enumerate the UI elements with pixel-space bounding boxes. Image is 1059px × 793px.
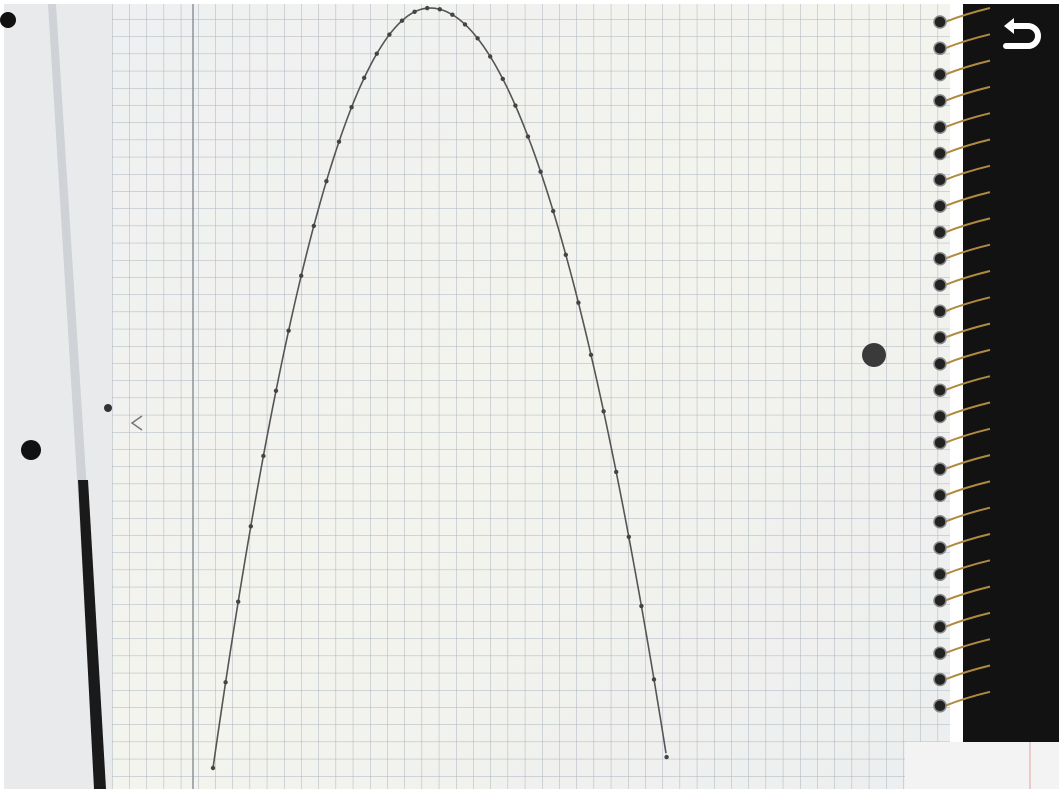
plotted-point	[576, 301, 580, 305]
ring-hole	[934, 700, 946, 712]
plotted-point	[261, 454, 265, 458]
plotted-point	[274, 389, 278, 393]
plotted-point	[438, 7, 442, 11]
plotted-point	[236, 600, 240, 604]
ring-hole	[934, 674, 946, 686]
dark-background	[963, 4, 1059, 742]
ring-hole	[934, 42, 946, 54]
plotted-point	[488, 54, 492, 58]
plotted-point	[463, 22, 467, 26]
plotted-point	[387, 32, 391, 36]
plotted-point	[564, 253, 568, 257]
ring-hole	[934, 69, 946, 81]
ring-hole	[934, 253, 946, 265]
ring-hole	[934, 437, 946, 449]
ring-hole	[934, 174, 946, 186]
ring-hole	[934, 516, 946, 528]
ring-hole	[934, 305, 946, 317]
ring-hole	[934, 568, 946, 580]
ring-hole	[934, 226, 946, 238]
ring-hole	[934, 384, 946, 396]
ring-hole	[934, 647, 946, 659]
plotted-point	[324, 179, 328, 183]
plotted-point	[286, 328, 290, 332]
ring-hole	[934, 332, 946, 344]
plotted-point	[538, 169, 542, 173]
plotted-point	[589, 353, 593, 357]
plotted-point	[513, 103, 517, 107]
plotted-point	[652, 677, 656, 681]
ring-hole	[934, 489, 946, 501]
binder-hole	[21, 440, 41, 460]
plotted-point	[312, 224, 316, 228]
ring-hole	[934, 463, 946, 475]
undo-button[interactable]	[998, 12, 1046, 60]
plotted-point	[601, 409, 605, 413]
plotted-point	[425, 6, 429, 10]
plotted-point	[375, 51, 379, 55]
ring-hole	[934, 279, 946, 291]
plotted-point	[223, 680, 227, 684]
plotted-point	[299, 274, 303, 278]
camera-view	[0, 0, 1059, 793]
ring-hole	[934, 121, 946, 133]
plotted-point	[475, 36, 479, 40]
plotted-point	[664, 755, 668, 759]
ring-hole	[934, 16, 946, 28]
plotted-point	[627, 535, 631, 539]
plotted-point	[614, 470, 618, 474]
ring-hole	[934, 95, 946, 107]
plotted-point	[362, 76, 366, 80]
binder-hole	[0, 12, 16, 28]
binder-hole	[104, 404, 112, 412]
plotted-point	[349, 105, 353, 109]
plotted-point	[412, 10, 416, 14]
ring-hole	[934, 358, 946, 370]
paper-grid	[112, 4, 950, 789]
plotted-point	[249, 524, 253, 528]
notebook-photo	[0, 0, 1059, 793]
plotted-point	[639, 604, 643, 608]
ring-hole	[934, 621, 946, 633]
plotted-point	[501, 77, 505, 81]
plotted-point	[337, 139, 341, 143]
plotted-point	[526, 134, 530, 138]
paper-corner	[905, 742, 1059, 789]
plotted-point	[211, 766, 215, 770]
plotted-point	[450, 13, 454, 17]
plotted-point	[551, 209, 555, 213]
ring-hole	[934, 595, 946, 607]
ring-hole	[934, 411, 946, 423]
plotted-point	[400, 18, 404, 22]
ring-hole	[934, 200, 946, 212]
ring-hole	[934, 542, 946, 554]
ring-hole	[934, 148, 946, 160]
punch-hole	[862, 343, 886, 367]
